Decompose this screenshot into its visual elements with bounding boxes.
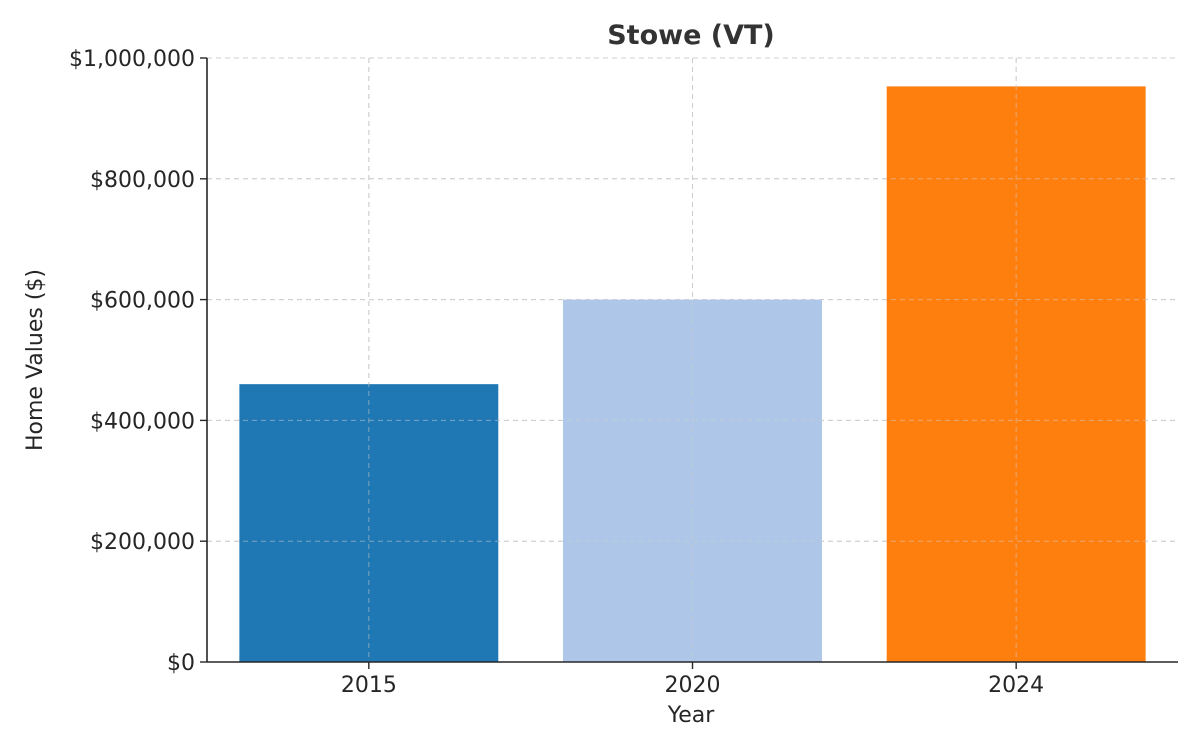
y-tick-label: $1,000,000 (69, 47, 195, 72)
x-tick-label: 2020 (665, 673, 721, 698)
bar-layer (207, 57, 1178, 662)
x-tick-label: 2024 (988, 673, 1044, 698)
tick-layer: $0 $200,000 $400,000 $600,000 $800,000 $1,000… (69, 47, 1044, 698)
y-tick-label: $400,000 (90, 409, 195, 434)
x-axis-label: Year (667, 703, 716, 728)
y-tick-label: $0 (167, 651, 195, 676)
x-tick-label: 2015 (341, 673, 397, 698)
y-tick-label: $800,000 (90, 168, 195, 193)
chart-title: Stowe (VT) (607, 20, 775, 51)
y-tick-label: $200,000 (90, 530, 195, 555)
y-axis-label: Home Values ($) (23, 269, 48, 451)
y-tick-label: $600,000 (90, 289, 195, 314)
